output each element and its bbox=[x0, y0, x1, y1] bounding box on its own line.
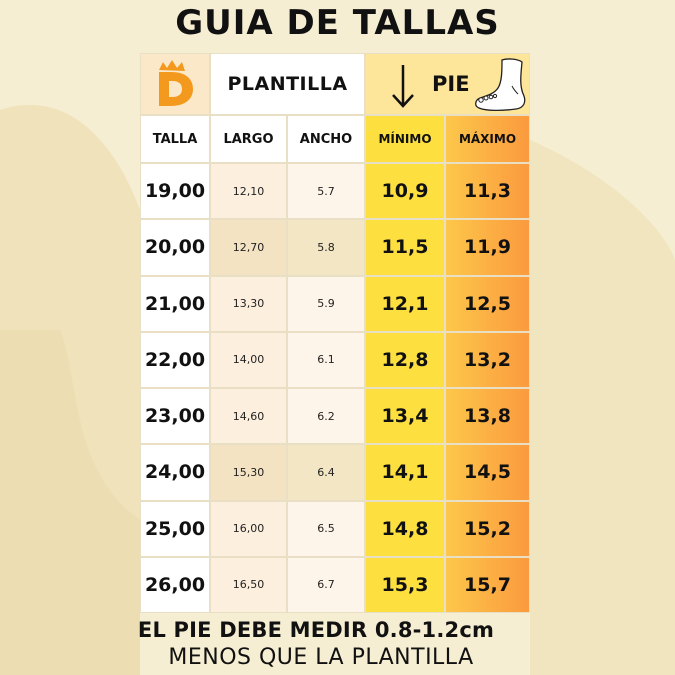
footer-note-line1: EL PIE DEBE MEDIR 0.8-1.2cm bbox=[137, 618, 495, 642]
cell-largo: 12,10 bbox=[210, 163, 287, 220]
cell-ancho: 5.8 bbox=[287, 219, 365, 276]
cell-minimo: 14,8 bbox=[365, 500, 445, 557]
cell-minimo: 15,3 bbox=[365, 556, 445, 613]
column-header-minimo: MÍNIMO bbox=[365, 115, 445, 163]
plantilla-header: PLANTILLA bbox=[210, 53, 365, 115]
cell-minimo: 11,5 bbox=[365, 219, 445, 276]
cell-largo: 13,30 bbox=[210, 275, 287, 332]
cell-talla: 26,00 bbox=[140, 556, 210, 613]
cell-ancho: 6.5 bbox=[287, 500, 365, 557]
cell-talla: 22,00 bbox=[140, 331, 210, 388]
cell-talla: 19,00 bbox=[140, 163, 210, 220]
arrow-down-icon bbox=[390, 63, 416, 113]
cell-ancho: 6.7 bbox=[287, 556, 365, 613]
column-header-ancho: ANCHO bbox=[287, 115, 365, 163]
cell-largo: 14,00 bbox=[210, 331, 287, 388]
cell-largo: 14,60 bbox=[210, 388, 287, 445]
cell-largo: 15,30 bbox=[210, 444, 287, 501]
cell-ancho: 5.7 bbox=[287, 163, 365, 220]
pie-label: PIE bbox=[432, 72, 470, 96]
cell-talla: 23,00 bbox=[140, 388, 210, 445]
column-header-largo: LARGO bbox=[210, 115, 287, 163]
cell-talla: 21,00 bbox=[140, 275, 210, 332]
cell-ancho: 6.1 bbox=[287, 331, 365, 388]
cell-talla: 25,00 bbox=[140, 500, 210, 557]
logo-cell bbox=[140, 53, 210, 115]
size-chart-table: PLANTILLA PIE TALLA LARGO ANCHO MÍNIMO M… bbox=[140, 53, 530, 613]
footer-note-line2: MENOS QUE LA PLANTILLA bbox=[168, 645, 474, 670]
column-header-talla: TALLA bbox=[140, 115, 210, 163]
cell-maximo: 13,8 bbox=[445, 388, 530, 445]
cell-largo: 16,50 bbox=[210, 556, 287, 613]
cell-talla: 20,00 bbox=[140, 219, 210, 276]
column-header-maximo: MÁXIMO bbox=[445, 115, 530, 163]
cell-minimo: 12,1 bbox=[365, 275, 445, 332]
cell-ancho: 5.9 bbox=[287, 275, 365, 332]
foot-icon bbox=[472, 56, 530, 118]
cell-maximo: 11,9 bbox=[445, 219, 530, 276]
cell-largo: 16,00 bbox=[210, 500, 287, 557]
cell-maximo: 14,5 bbox=[445, 444, 530, 501]
cell-maximo: 12,5 bbox=[445, 275, 530, 332]
cell-maximo: 11,3 bbox=[445, 163, 530, 220]
cell-minimo: 13,4 bbox=[365, 388, 445, 445]
cell-largo: 12,70 bbox=[210, 219, 287, 276]
cell-talla: 24,00 bbox=[140, 444, 210, 501]
cell-minimo: 12,8 bbox=[365, 331, 445, 388]
cell-maximo: 13,2 bbox=[445, 331, 530, 388]
page-title: GUIA DE TALLAS bbox=[175, 3, 500, 43]
pie-header: PIE bbox=[365, 53, 530, 115]
cell-maximo: 15,7 bbox=[445, 556, 530, 613]
cell-minimo: 10,9 bbox=[365, 163, 445, 220]
cell-ancho: 6.2 bbox=[287, 388, 365, 445]
cell-ancho: 6.4 bbox=[287, 444, 365, 501]
cell-minimo: 14,1 bbox=[365, 444, 445, 501]
cell-maximo: 15,2 bbox=[445, 500, 530, 557]
logo-d-icon bbox=[153, 56, 197, 112]
